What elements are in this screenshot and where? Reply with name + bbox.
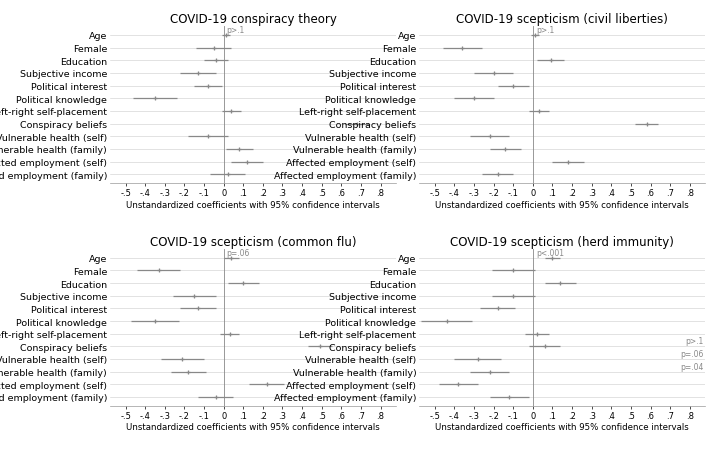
Title: COVID-19 scepticism (civil liberties): COVID-19 scepticism (civil liberties): [457, 13, 668, 26]
Text: p=.04: p=.04: [680, 362, 703, 371]
X-axis label: Unstandardized coefficients with 95% confidence intervals: Unstandardized coefficients with 95% con…: [126, 423, 380, 432]
Text: p=.06: p=.06: [680, 349, 703, 358]
Text: p>.1: p>.1: [685, 336, 703, 345]
Title: COVID-19 conspiracy theory: COVID-19 conspiracy theory: [169, 13, 337, 26]
Title: COVID-19 scepticism (common flu): COVID-19 scepticism (common flu): [150, 235, 357, 248]
Text: p>.1: p>.1: [536, 26, 554, 35]
Text: p<.001: p<.001: [536, 249, 564, 258]
Text: p=.06: p=.06: [227, 249, 250, 258]
X-axis label: Unstandardized coefficients with 95% confidence intervals: Unstandardized coefficients with 95% con…: [435, 423, 689, 432]
Title: COVID-19 scepticism (herd immunity): COVID-19 scepticism (herd immunity): [450, 235, 674, 248]
X-axis label: Unstandardized coefficients with 95% confidence intervals: Unstandardized coefficients with 95% con…: [126, 200, 380, 209]
X-axis label: Unstandardized coefficients with 95% confidence intervals: Unstandardized coefficients with 95% con…: [435, 200, 689, 209]
Text: p>.1: p>.1: [227, 26, 245, 35]
